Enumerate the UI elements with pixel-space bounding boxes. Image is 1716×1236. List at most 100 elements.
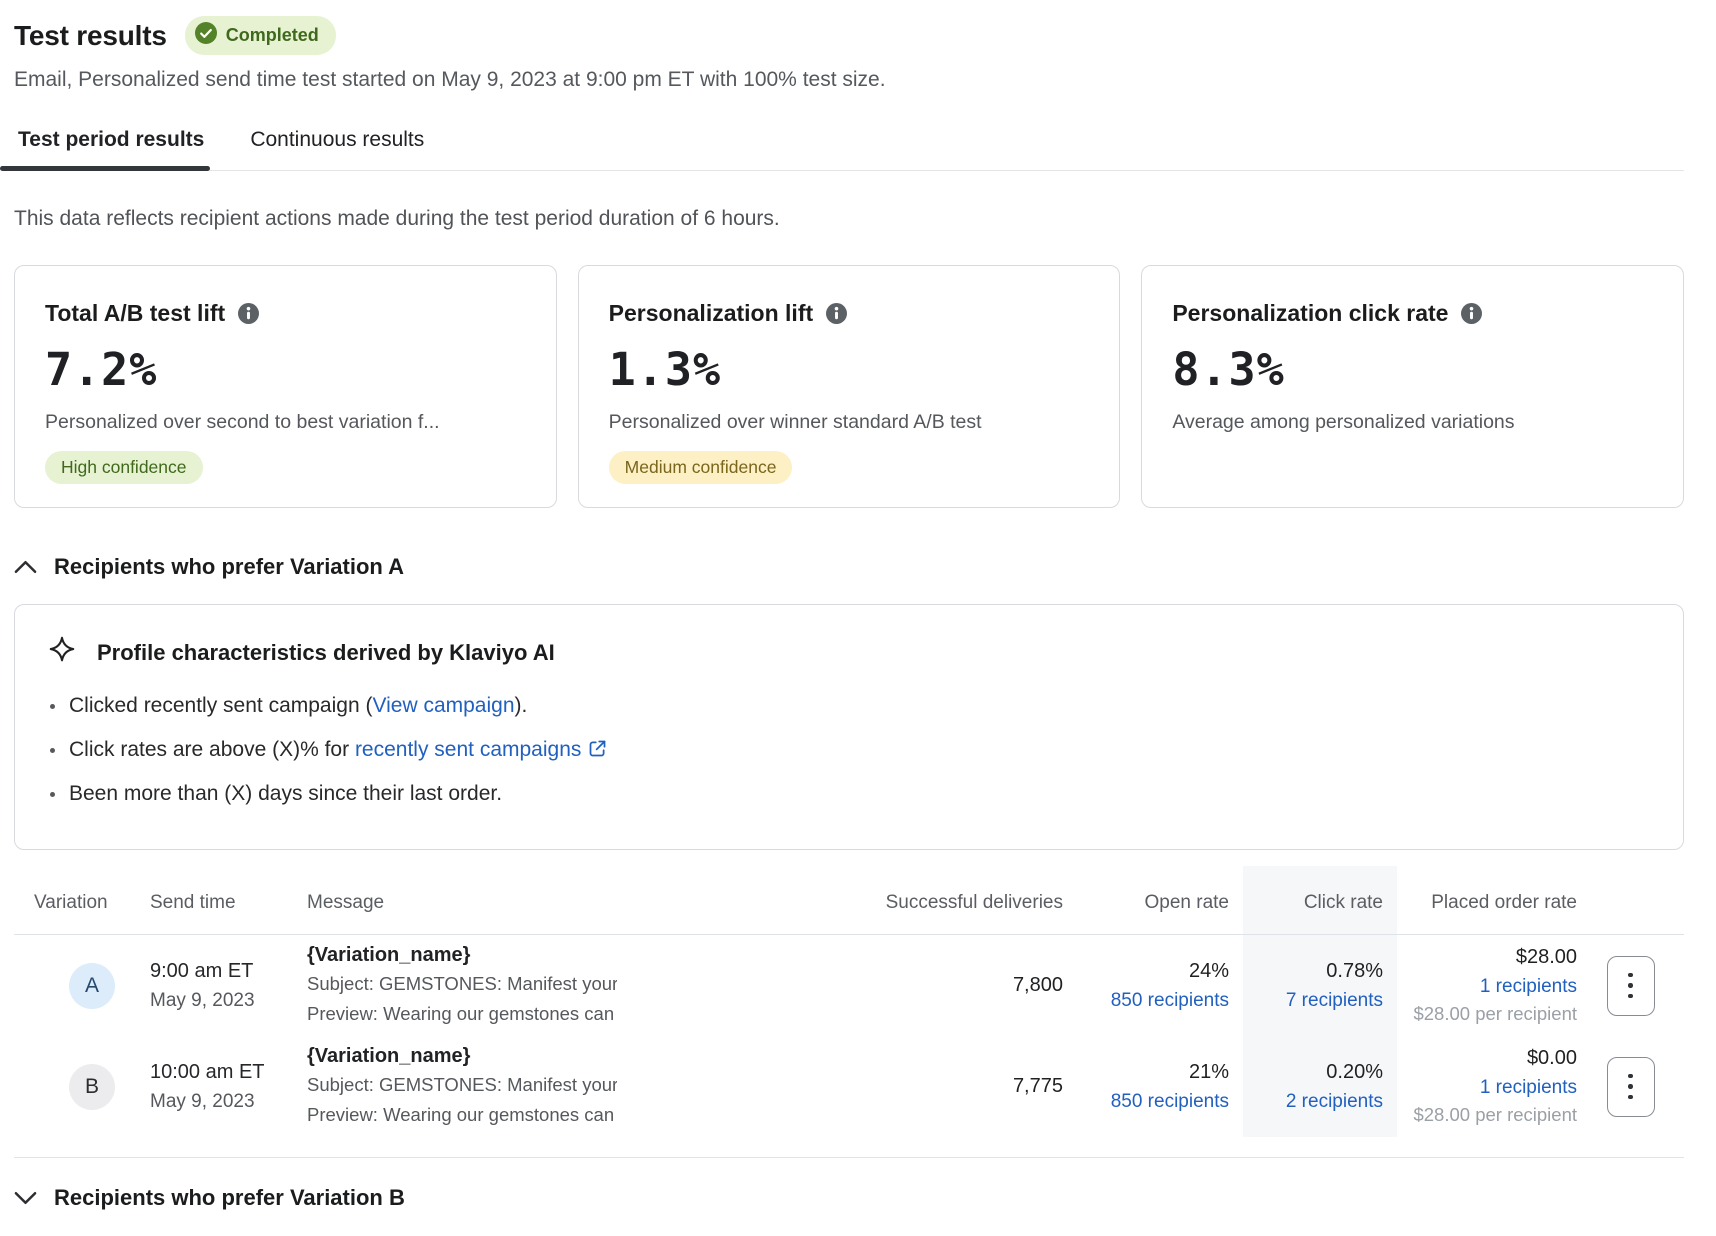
table-row-b-deliveries: 7,775 [868, 1036, 1068, 1137]
deliveries-value: 7,800 [1012, 974, 1063, 996]
table-row-a-message: {Variation_name} Subject: GEMSTONES: Man… [291, 935, 868, 1036]
variation-results-table: Variation Send time Message Successful d… [14, 866, 1684, 1137]
column-header-successful-deliveries: Successful deliveries [868, 866, 1068, 935]
column-header-open-rate: Open rate [1068, 866, 1243, 935]
click-recipients-link[interactable]: 2 recipients [1285, 1090, 1383, 1112]
order-recipients-link[interactable]: 1 recipients [1479, 1077, 1577, 1098]
recently-sent-campaigns-link[interactable]: recently sent campaigns [354, 738, 582, 761]
card-title: Personalization click rate [1172, 300, 1449, 326]
send-time: 10:00 am ET [150, 1060, 265, 1083]
per-recipient-value: $28.00 per recipient [1413, 1003, 1577, 1024]
message-subject: Subject: GEMSTONES: Manifest your desire… [307, 1074, 617, 1095]
metric-description: Personalized over second to best variati… [45, 411, 440, 433]
open-recipients-link[interactable]: 850 recipients [1110, 989, 1229, 1011]
column-header-send-time: Send time [136, 866, 291, 935]
status-badge-label: Completed [225, 25, 319, 45]
row-actions-button[interactable] [1606, 1056, 1655, 1117]
ai-bullet-click-rates: Click rates are above (X)% for recently … [47, 735, 1651, 765]
send-date: May 9, 2023 [150, 989, 255, 1011]
open-rate-value: 24% [1188, 959, 1229, 982]
send-time: 9:00 am ET [150, 959, 254, 982]
external-link-icon[interactable] [587, 738, 608, 759]
view-campaign-link[interactable]: View campaign [372, 694, 515, 717]
chevron-up-icon[interactable] [14, 554, 37, 580]
avatar: A [69, 962, 115, 1009]
section-title: Recipients who prefer Variation B [54, 1185, 405, 1210]
ai-bullet-clicked-campaign: Clicked recently sent campaign (View cam… [47, 691, 1651, 721]
column-header-message: Message [291, 866, 868, 935]
message-preview: Preview: Wearing our gemstones can facil… [307, 1003, 617, 1024]
bullet-dot [50, 791, 55, 797]
click-rate-value: 0.78% [1326, 959, 1383, 982]
sparkle-icon [47, 635, 77, 671]
table-row-b-placed-order-rate: $0.00 1 recipients $28.00 per recipient [1397, 1036, 1577, 1137]
click-recipients-link[interactable]: 7 recipients [1285, 989, 1383, 1011]
message-subject: Subject: GEMSTONES: Manifest your desire… [307, 973, 617, 994]
confidence-badge: Medium confidence [608, 451, 793, 484]
test-period-info: This data reflects recipient actions mad… [14, 207, 780, 230]
message-preview: Preview: Wearing our gemstones can facil… [307, 1104, 617, 1125]
info-icon[interactable] [826, 303, 848, 324]
table-row-a-placed-order-rate: $28.00 1 recipients $28.00 per recipient [1397, 935, 1577, 1036]
table-row-b-actions [1577, 1036, 1684, 1137]
click-rate-value: 0.20% [1326, 1060, 1383, 1083]
metric-value: 1.3% [608, 343, 722, 396]
open-rate-value: 21% [1188, 1060, 1229, 1083]
row-actions-button[interactable] [1606, 955, 1655, 1016]
card-personalization-lift: Personalization lift 1.3% Personalized o… [577, 265, 1121, 508]
section-title: Recipients who prefer Variation A [54, 554, 405, 579]
table-row-b-message: {Variation_name} Subject: GEMSTONES: Man… [291, 1036, 868, 1137]
column-header-placed-order-rate: Placed order rate [1397, 866, 1577, 935]
page-title: Test results [14, 19, 167, 51]
section-recipients-variation-b[interactable]: Recipients who prefer Variation B [14, 1185, 1684, 1211]
table-row-b-send-time: 10:00 am ET May 9, 2023 [136, 1036, 291, 1137]
bullet-text: Been more than (X) days since their last… [69, 782, 503, 805]
tab-test-period-results[interactable]: Test period results [0, 116, 211, 171]
chevron-down-icon[interactable] [14, 1185, 37, 1211]
table-row-a-actions [1577, 935, 1684, 1036]
order-rate-value: $28.00 [1515, 946, 1577, 968]
table-row-a-variation: A [14, 935, 136, 1036]
table-row-b-variation: B [14, 1036, 136, 1137]
table-row-a-open-rate: 24% 850 recipients [1068, 935, 1243, 1036]
table-row-b-click-rate: 0.20% 2 recipients [1243, 1036, 1397, 1137]
info-icon[interactable] [1461, 303, 1483, 324]
section-divider [14, 1157, 1684, 1158]
order-recipients-link[interactable]: 1 recipients [1479, 976, 1577, 997]
results-tabs: Test period results Continuous results [0, 116, 1684, 171]
tab-continuous-results[interactable]: Continuous results [250, 128, 425, 151]
variation-name: {Variation_name} [307, 1045, 471, 1067]
avatar: B [69, 1063, 115, 1110]
send-date: May 9, 2023 [150, 1090, 255, 1112]
metric-description: Personalized over winner standard A/B te… [608, 411, 982, 433]
card-title: Personalization lift [608, 300, 814, 326]
deliveries-value: 7,775 [1012, 1075, 1063, 1097]
page-header: Test results Completed [14, 16, 1684, 55]
card-title: Total A/B test lift [45, 300, 226, 326]
column-header-variation: Variation [14, 866, 136, 935]
table-row-a-send-time: 9:00 am ET May 9, 2023 [136, 935, 291, 1036]
ai-card-title: Profile characteristics derived by Klavi… [97, 640, 555, 665]
column-header-actions [1577, 866, 1684, 935]
column-header-click-rate: Click rate [1243, 866, 1397, 935]
table-row-a-deliveries: 7,800 [868, 935, 1068, 1036]
check-icon [194, 22, 217, 49]
confidence-badge: High confidence [45, 451, 203, 484]
order-rate-value: $0.00 [1526, 1047, 1577, 1069]
ai-characteristics-card: Profile characteristics derived by Klavi… [14, 604, 1684, 850]
table-row-a-click-rate: 0.78% 7 recipients [1243, 935, 1397, 1036]
variation-name: {Variation_name} [307, 944, 471, 966]
open-recipients-link[interactable]: 850 recipients [1110, 1090, 1229, 1112]
card-total-ab-test-lift: Total A/B test lift 7.2% Personalized ov… [14, 265, 557, 508]
per-recipient-value: $28.00 per recipient [1413, 1104, 1577, 1125]
info-icon[interactable] [238, 303, 260, 324]
bullet-text: Clicked recently sent campaign ( [69, 694, 373, 717]
status-badge: Completed [184, 16, 336, 55]
table-row-b-open-rate: 21% 850 recipients [1068, 1036, 1243, 1137]
bullet-dot [50, 703, 55, 709]
section-recipients-variation-a[interactable]: Recipients who prefer Variation A [14, 554, 1684, 580]
metric-value: 8.3% [1172, 343, 1285, 396]
bullet-dot [50, 747, 55, 753]
page: Test results Completed Email, Personaliz… [0, 16, 1685, 1211]
card-personalization-click-rate: Personalization click rate 8.3% Average … [1141, 265, 1685, 508]
